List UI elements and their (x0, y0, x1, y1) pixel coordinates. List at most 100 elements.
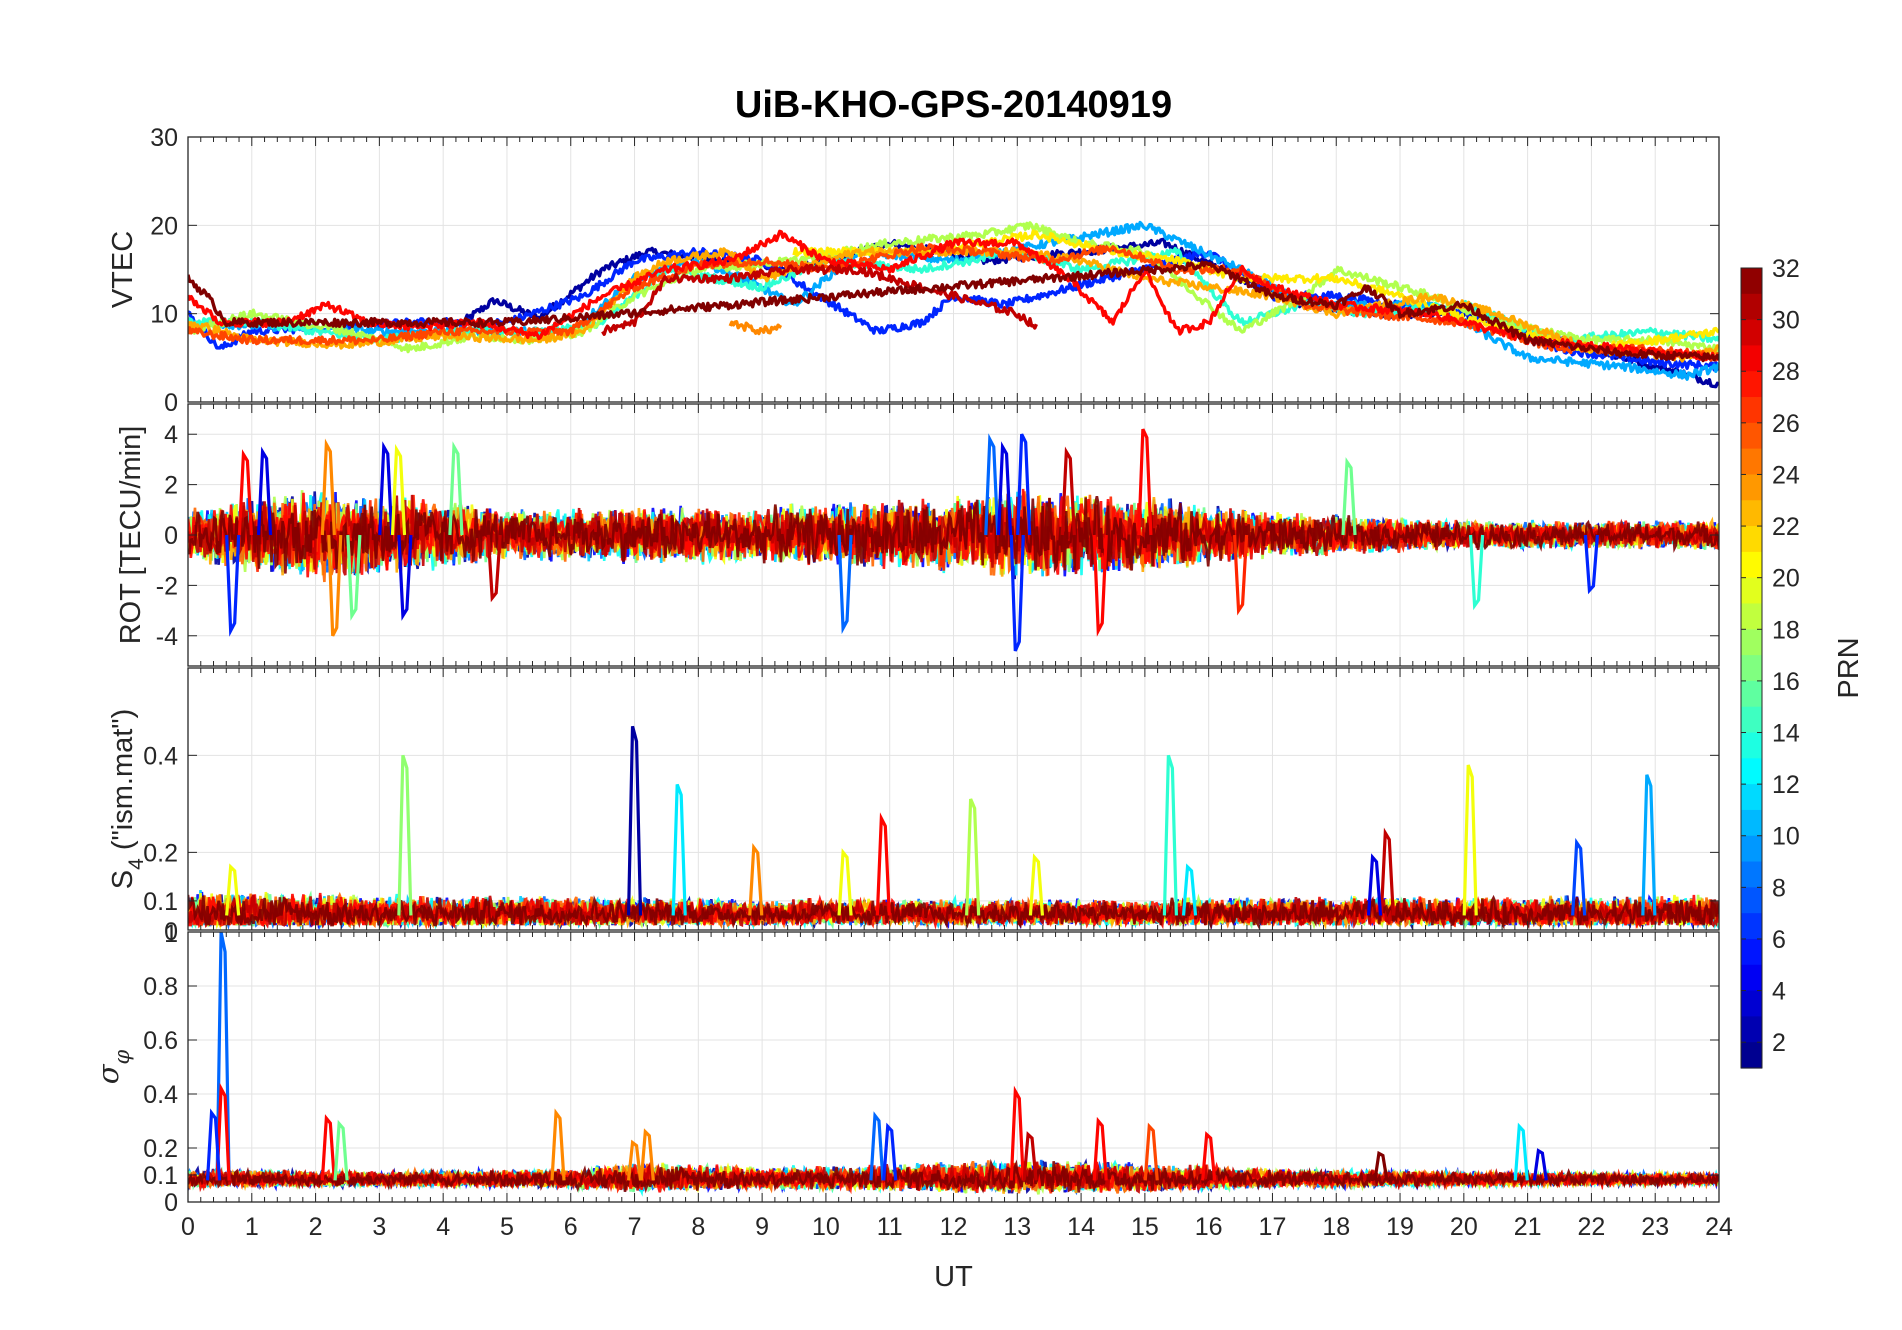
rot-spike-prn-24 (320, 438, 336, 536)
colorbar-band (1741, 784, 1762, 811)
colorbar-band (1741, 474, 1762, 501)
s4-spike-prn-7 (1571, 837, 1587, 916)
rot-spike-prn-4 (378, 441, 394, 536)
s4-spike-prn-12 (1181, 863, 1198, 916)
panel-vtec: 0 10 20 30 VTEC (107, 124, 1720, 417)
x-tick-label: 21 (1514, 1213, 1542, 1241)
s4-spike-prn-4 (1366, 853, 1383, 916)
y-tick-label: 0.2 (143, 839, 178, 867)
colorbar-tick-label: 6 (1772, 926, 1786, 954)
y-tick-label: -2 (156, 572, 178, 600)
colorbar-tick-label: 32 (1772, 255, 1800, 283)
y-tick-label: 2 (164, 472, 178, 500)
colorbar-band (1741, 397, 1762, 424)
y-tick-label: 4 (164, 421, 178, 449)
colorbar-tick-label: 26 (1772, 410, 1800, 438)
colorbar-tick-label: 22 (1772, 513, 1800, 541)
rot-spike-prn-30 (486, 534, 502, 603)
rot-spike-prn-8 (984, 433, 1000, 536)
colorbar-band (1741, 938, 1762, 966)
y-tick-label: 0.6 (143, 1027, 178, 1055)
rot-spike-prn-20 (390, 443, 407, 536)
colorbar-frame (1740, 267, 1763, 1069)
x-tick-label: 19 (1386, 1213, 1414, 1241)
colorbar-tick-label: 18 (1772, 616, 1800, 644)
x-tick-label: 1 (245, 1213, 259, 1241)
rot-spike-prn-6 (1009, 534, 1025, 652)
s4-spike-prn-12 (671, 783, 687, 916)
y-tick-label-top: 1 (164, 920, 178, 948)
y-tick-label: 0 (164, 389, 178, 417)
y-axis-label-vtec: VTEC (107, 231, 139, 308)
sigma-phi-spike-prn-32 (1373, 1150, 1389, 1181)
panel-ticks (187, 136, 1720, 403)
y-axis-label-rest: ("ism.mat") (107, 709, 139, 858)
sigma-phi-spike-prn-28 (320, 1114, 336, 1181)
sigma-phi-spike-prn-26 (1143, 1122, 1159, 1181)
sigma-phi-spike-prn-16 (333, 1119, 349, 1181)
y-tick-label: 0.4 (143, 742, 178, 770)
colorbar-band (1741, 577, 1762, 605)
x-tick-label: 7 (628, 1213, 642, 1241)
x-tick-label: 11 (877, 1213, 903, 1241)
x-tick-labels: 0 1 2 3 4 5 6 7 8 9 10 11 12 13 14 15 16 17 18 19 20 21 22 23 24 (181, 1213, 1733, 1241)
rot-spike-prn-28 (1137, 428, 1153, 536)
y-tick-label-top: 0 (164, 918, 178, 946)
rot-spike-prn-6 (1583, 534, 1600, 595)
s4-spike-prn-18 (965, 798, 981, 916)
rot-spike-prn-4 (256, 446, 273, 536)
y-axis-label-s4: S4 ("ism.mat") (107, 709, 148, 890)
y-tick-label: 0.1 (143, 1162, 178, 1190)
panel-ticks (187, 932, 1720, 1203)
sigma-phi-spike-prn-4 (1532, 1148, 1548, 1181)
x-tick-label: 24 (1705, 1213, 1733, 1241)
colorbar-band (1741, 603, 1762, 630)
sigma-phi-spike-prn-12 (1513, 1122, 1529, 1181)
s4-spike-prn-20 (837, 848, 853, 916)
y-axis-label-rot: ROT [TECU/min] (115, 426, 147, 645)
colorbar-tick-label: 14 (1772, 720, 1800, 748)
y-tick-label: 30 (150, 124, 178, 152)
colorbar-band (1741, 526, 1762, 553)
x-tick-label: 20 (1450, 1213, 1478, 1241)
x-tick-label: 14 (1067, 1213, 1095, 1241)
sigma-phi-spike-prn-28 (215, 1082, 231, 1181)
vtec-series-prn-30 (601, 263, 1038, 336)
panel-s4: 0.10.20.4S4 ("ism.mat") (107, 667, 1720, 931)
chart-title: UiB-KHO-GPS-20140919 (735, 84, 1172, 126)
y-axis-label-main: S (107, 870, 139, 889)
sigma-phi-spike-prn-24 (550, 1108, 566, 1181)
s4-spike-prn-30 (1379, 827, 1395, 916)
sigma-phi-spike-prn-28 (1009, 1085, 1025, 1181)
colorbar-band (1741, 448, 1762, 476)
y-tick-label: 0 (164, 1189, 178, 1217)
x-tick-label: 15 (1131, 1213, 1159, 1241)
colorbar-band (1741, 371, 1762, 398)
colorbar-tick-label: 28 (1772, 358, 1800, 386)
panel-data (188, 932, 1719, 1197)
colorbar-band (1741, 990, 1762, 1017)
colorbar-tick-label: 20 (1772, 565, 1800, 593)
rot-spike-prn-8 (837, 534, 853, 635)
s4-spike-prn-17 (397, 754, 413, 916)
rot-spike-prn-16 (346, 534, 362, 621)
colorbar-tick-label: 2 (1772, 1029, 1786, 1057)
colorbar-band (1741, 758, 1762, 785)
s4-spike-prn-2 (626, 725, 643, 916)
colorbar-band (1741, 861, 1762, 888)
colorbar-band (1741, 706, 1762, 734)
s4-spike-prn-10 (1641, 774, 1657, 916)
vtec-series-prn-24 (728, 320, 783, 336)
x-tick-label: 18 (1322, 1213, 1350, 1241)
colorbar-band (1741, 887, 1762, 914)
y-tick-label: 0.4 (143, 1081, 178, 1109)
x-tick-label: 10 (812, 1213, 840, 1241)
y-tick-label: 0 (164, 522, 178, 550)
colorbar-tick-label: 4 (1772, 978, 1786, 1006)
colorbar-band (1741, 293, 1762, 321)
rot-spike-prn-28 (1092, 534, 1108, 637)
